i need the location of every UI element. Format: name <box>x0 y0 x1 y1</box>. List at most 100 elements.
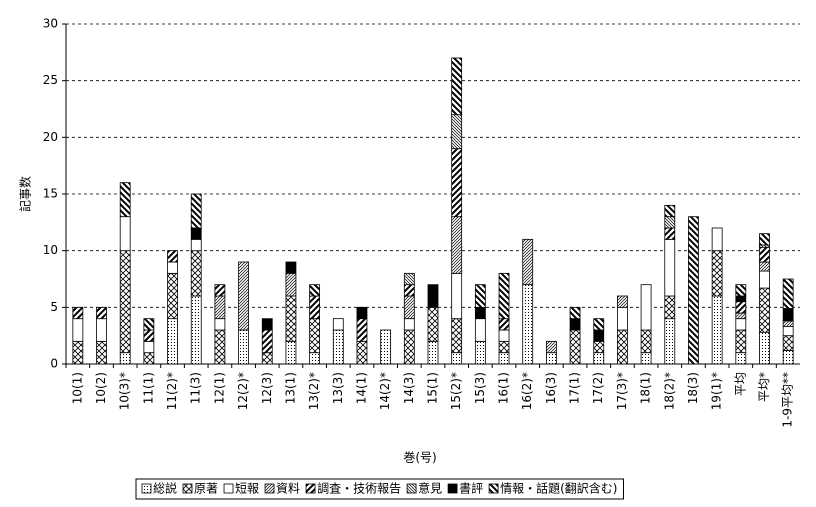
y-tick-label: 5 <box>50 300 58 314</box>
bar-segment <box>261 352 273 365</box>
bar-segment <box>617 306 628 331</box>
bar-segment <box>214 329 226 365</box>
x-tick-label: 15(3) <box>473 372 487 404</box>
y-tick-label: 25 <box>43 73 58 87</box>
bar-segment <box>119 250 131 354</box>
bar-segment <box>167 318 178 365</box>
bar-segment <box>309 318 321 354</box>
legend-label: 資料 <box>276 482 300 496</box>
bar-segment <box>356 318 368 342</box>
bar-segment <box>119 352 131 365</box>
legend-label: 短報 <box>235 482 259 496</box>
x-tick-label: 11(3) <box>189 372 203 404</box>
y-axis-title: 記事数 <box>18 176 33 212</box>
bar-segment <box>332 329 344 365</box>
bar-segment <box>309 284 321 297</box>
x-tick-label: 18(3) <box>686 372 700 404</box>
bar-segment <box>214 318 226 331</box>
x-tick-label: 平均* <box>757 372 771 402</box>
bar-segment <box>759 261 770 272</box>
bar-segment <box>403 329 415 365</box>
bar-segment <box>309 295 321 320</box>
y-tick-label: 0 <box>50 357 58 371</box>
bar-segment <box>143 329 155 342</box>
bar-segment <box>427 306 439 342</box>
x-tick-label: 17(3)* <box>615 372 629 410</box>
bar-segment <box>285 340 297 365</box>
bar-segment <box>427 284 439 308</box>
x-tick-label: 16(1) <box>497 372 511 404</box>
bar-segment <box>451 216 463 274</box>
x-tick-label: 12(3) <box>260 372 274 404</box>
bar-segment <box>522 238 534 286</box>
legend-label: 情報・話題(翻訳含む) <box>500 481 617 496</box>
x-tick-label: 14(3) <box>402 372 416 404</box>
bar-segment <box>474 340 486 365</box>
legend-swatch <box>488 483 499 494</box>
bar-segment <box>640 352 652 365</box>
x-axis-title: 巻(号) <box>403 451 436 465</box>
bar-segment <box>451 318 463 354</box>
x-tick-label: 13(3) <box>331 372 345 404</box>
x-tick-label: 19(1)* <box>710 372 724 410</box>
bar-segment <box>167 250 178 263</box>
x-tick-label: 14(1) <box>354 372 368 404</box>
legend-swatch <box>141 483 152 494</box>
bar-segment <box>403 284 415 297</box>
bar-segment <box>119 182 131 218</box>
bar-segment <box>119 216 131 252</box>
bar-segment <box>782 308 794 322</box>
bar-segment <box>593 318 605 331</box>
bar-segment <box>759 233 770 246</box>
bar-segment <box>522 284 534 365</box>
bar-segment <box>332 318 344 331</box>
bar-segment <box>640 284 652 331</box>
bar-segment <box>782 349 794 365</box>
x-tick-label: 16(3) <box>544 372 558 404</box>
bar-segment <box>261 318 273 331</box>
legend-swatch <box>305 483 316 494</box>
bar-segment <box>451 114 463 150</box>
bar-segment <box>498 340 510 354</box>
bar-segment <box>640 329 652 354</box>
bar-segment <box>427 340 439 365</box>
x-tick-label: 18(1) <box>639 372 653 404</box>
legend-box <box>135 478 624 500</box>
bar-segment <box>759 246 770 263</box>
bar-segment <box>664 204 676 218</box>
x-tick-label: 10(1) <box>70 372 84 404</box>
bar-segment <box>403 318 415 331</box>
x-tick-label: 14(2)* <box>378 372 392 410</box>
bar-segment <box>664 238 676 297</box>
x-tick-label: 11(2)* <box>165 372 179 410</box>
bar-segment <box>72 340 84 365</box>
bar-segment <box>96 340 107 365</box>
x-tick-label: 16(2)* <box>520 372 534 410</box>
bar-segment <box>474 306 486 320</box>
bar-segment <box>403 272 415 286</box>
bar-segment <box>143 352 155 365</box>
legend-swatch <box>406 483 417 494</box>
bar-segment <box>167 272 178 320</box>
legend-swatch <box>223 483 234 494</box>
bar-segment <box>498 329 510 342</box>
legend-label: 意見 <box>418 481 442 496</box>
bar-segment <box>380 329 392 365</box>
bar-segment <box>167 261 178 274</box>
bar-segment <box>309 352 321 365</box>
bar-segment <box>190 238 202 252</box>
bar-segment <box>711 295 723 365</box>
bar-segment <box>474 284 486 308</box>
bar-segment <box>285 261 297 274</box>
x-tick-label: 13(1) <box>283 372 297 404</box>
x-tick-label: 12(2)* <box>236 372 250 410</box>
bar-segment <box>451 57 463 116</box>
bar-segment <box>569 318 581 331</box>
bar-segment <box>356 306 368 320</box>
x-tick-label: 11(1) <box>141 372 155 404</box>
bar-segment <box>545 352 557 365</box>
bar-segment <box>498 272 510 320</box>
y-tick-label: 15 <box>43 187 58 201</box>
bar-segment <box>782 320 794 327</box>
